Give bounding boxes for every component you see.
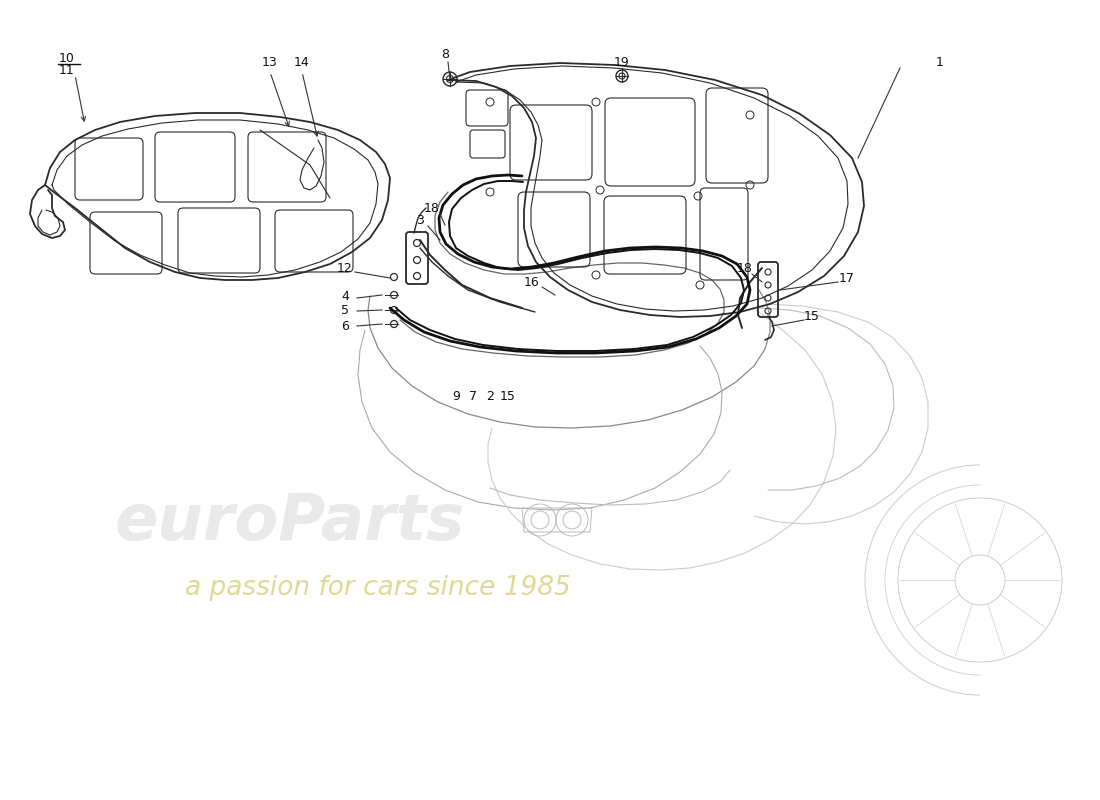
Text: 19: 19 [614, 55, 630, 69]
Text: 11: 11 [59, 63, 75, 77]
Text: 17: 17 [839, 271, 855, 285]
Text: 18: 18 [737, 262, 752, 274]
Text: 8: 8 [441, 49, 449, 62]
Text: 2: 2 [486, 390, 494, 402]
Text: 6: 6 [341, 319, 349, 333]
Text: 13: 13 [262, 55, 278, 69]
Text: 18: 18 [425, 202, 440, 214]
Text: 7: 7 [469, 390, 477, 402]
Text: 1: 1 [936, 55, 944, 69]
Text: euroParts: euroParts [116, 491, 465, 553]
Text: 16: 16 [524, 275, 540, 289]
Text: 12: 12 [337, 262, 353, 274]
Text: 4: 4 [341, 290, 349, 302]
Text: 5: 5 [341, 305, 349, 318]
Text: 10: 10 [59, 51, 75, 65]
Text: 3: 3 [416, 214, 424, 226]
Text: 15: 15 [804, 310, 820, 322]
Text: a passion for cars since 1985: a passion for cars since 1985 [185, 575, 571, 601]
Text: 14: 14 [294, 55, 310, 69]
Text: 15: 15 [500, 390, 516, 402]
Text: 9: 9 [452, 390, 460, 402]
